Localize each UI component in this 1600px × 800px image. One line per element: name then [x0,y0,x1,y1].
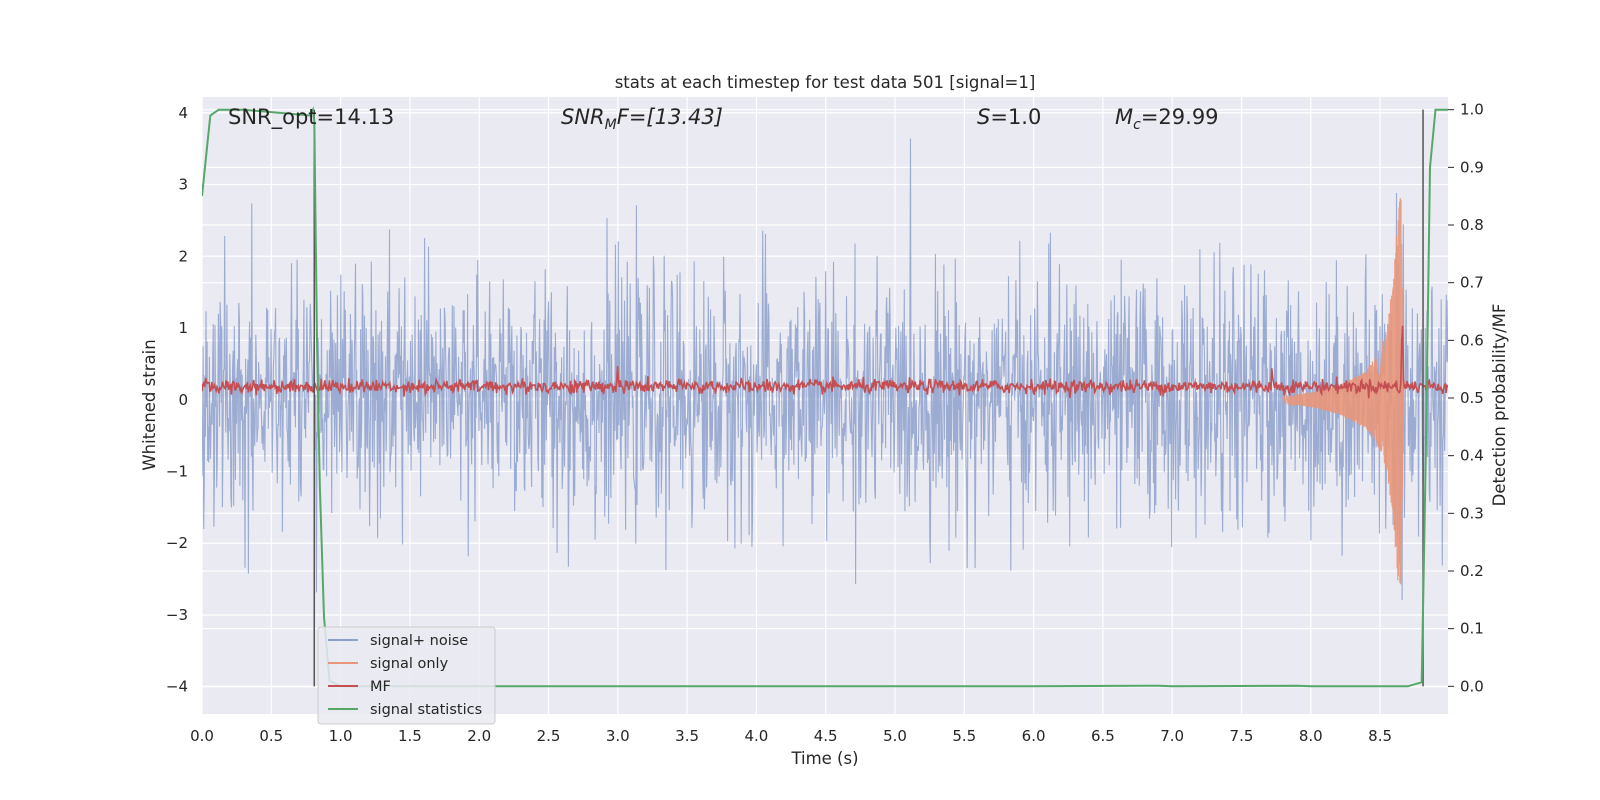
y-right-tick-label: 0.0 [1460,677,1484,695]
legend-label-signal-only: signal only [370,656,449,672]
x-tick-label: 0.0 [190,727,214,745]
annotation-mc-symbol: M [1115,105,1133,129]
annotation-mc-value: =29.99 [1141,105,1219,129]
y-left-tick-label: 1 [178,319,188,337]
y-right-tick-label: 0.1 [1460,620,1484,638]
x-tick-label: 5.0 [883,727,907,745]
y-axis-label-left: Whitened strain [140,339,159,470]
y-left-tick-label: −1 [166,463,188,481]
annotation-snr-mf-subscript: M [605,117,617,133]
x-tick-label: 2.0 [467,727,491,745]
y-right-tick-label: 0.4 [1460,447,1484,465]
x-tick-label: 1.5 [398,727,422,745]
x-tick-label: 6.5 [1091,727,1115,745]
axis-ticks: 0.0 0.5 1.0 1.5 2.0 2.5 3.0 3.5 4.0 4.5 5.0 5.5 6.0 6… [166,101,1484,745]
y-right-tick-label: 0.5 [1460,389,1484,407]
annotation-mc: Mc=29.99 [1115,105,1219,133]
y-axis-label-right: Detection probability/MF [1490,304,1509,507]
legend-box [317,626,496,725]
x-tick-label: 2.5 [537,727,561,745]
y-right-tick-label: 0.8 [1460,216,1484,234]
y-left-tick-label: −4 [166,678,188,696]
legend-label-signal-statistics: signal statistics [370,702,482,718]
annotation-snr-mf-value: F=[13.43] [617,105,723,129]
x-tick-label: 0.5 [259,727,283,745]
x-tick-label: 7.5 [1230,727,1254,745]
x-tick-label: 1.0 [329,727,353,745]
series-signal-only [1282,197,1405,585]
y-right-tick-label: 0.2 [1460,562,1484,580]
y-left-tick-label: −3 [166,606,188,624]
annotation-s: S=1.0 [977,105,1041,129]
x-tick-label: 8.5 [1368,727,1392,745]
x-tick-label: 4.5 [814,727,838,745]
y-left-tick-label: 3 [178,176,188,194]
x-tick-label: 3.5 [675,727,699,745]
annotation-mc-subscript: c [1133,117,1141,133]
annotation-s-symbol: S [977,105,990,129]
x-axis-label: Time (s) [790,749,858,768]
y-left-tick-label: −2 [166,534,188,552]
annotation-snr-opt: SNR_opt=14.13 [228,105,394,130]
y-right-tick-label: 1.0 [1460,101,1484,119]
legend: signal+ noise signal only MF signal stat… [317,626,496,725]
y-right-tick-label: 0.7 [1460,274,1484,292]
x-tick-label: 7.0 [1160,727,1184,745]
annotation-s-value: =1.0 [990,105,1041,129]
y-right-tick-label: 0.3 [1460,504,1484,522]
y-left-tick-label: 4 [178,104,188,122]
series-signal-noise [202,138,1448,600]
y-right-tick-label: 0.9 [1460,158,1484,176]
legend-label-signal-noise: signal+ noise [370,633,468,649]
x-tick-label: 6.0 [1022,727,1046,745]
y-left-tick-label: 0 [178,391,188,409]
y-left-tick-label: 2 [178,247,188,265]
chart-title: stats at each timestep for test data 501… [615,73,1036,92]
x-tick-label: 5.5 [952,727,976,745]
x-tick-label: 3.0 [606,727,630,745]
x-tick-label: 8.0 [1299,727,1323,745]
gridlines [201,97,1448,714]
series-mf [202,325,1448,399]
annotation-snr-mf-symbol: SNR [561,105,605,129]
y-right-tick-label: 0.6 [1460,331,1484,349]
x-tick-label: 4.0 [744,727,768,745]
legend-label-mf: MF [370,679,391,695]
annotation-snr-mf: SNRMF=[13.43] [561,105,723,133]
